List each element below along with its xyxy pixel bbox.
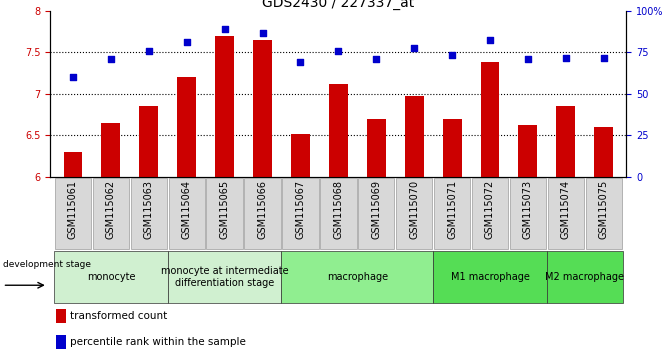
Bar (433, 251, 547, 303)
Bar (131, 178, 167, 249)
Text: GSM115071: GSM115071 (447, 180, 457, 239)
Text: GSM115068: GSM115068 (334, 180, 343, 239)
Text: transformed count: transformed count (70, 311, 168, 321)
Bar (443, 119, 462, 177)
Bar (594, 127, 613, 177)
Text: GSM115061: GSM115061 (68, 180, 78, 239)
Text: GSM115073: GSM115073 (523, 180, 533, 239)
Text: GSM115063: GSM115063 (144, 180, 154, 239)
Bar (480, 62, 499, 177)
Text: GSM115067: GSM115067 (295, 180, 306, 239)
Text: GSM115064: GSM115064 (182, 180, 192, 239)
Point (143, 48, 154, 53)
Bar (586, 178, 622, 249)
Bar (556, 106, 576, 177)
Text: M1 macrophage: M1 macrophage (450, 272, 529, 282)
Point (523, 56, 533, 62)
Point (409, 45, 419, 51)
Text: GSM115072: GSM115072 (485, 180, 495, 239)
Bar (320, 178, 356, 249)
Bar (64, 152, 82, 177)
Bar (253, 40, 272, 177)
Bar (55, 178, 91, 249)
Text: M2 macrophage: M2 macrophage (545, 272, 624, 282)
Text: GSM115065: GSM115065 (220, 180, 230, 239)
Text: GSM115066: GSM115066 (257, 180, 267, 239)
Bar (329, 84, 348, 177)
Bar (434, 178, 470, 249)
Point (447, 52, 458, 58)
Point (219, 26, 230, 32)
Bar (215, 36, 234, 177)
Bar (281, 251, 433, 303)
Point (295, 59, 306, 65)
Bar (472, 178, 508, 249)
Text: GSM115075: GSM115075 (599, 180, 609, 239)
Text: GSM115062: GSM115062 (106, 180, 116, 239)
Text: monocyte at intermediate
differentiation stage: monocyte at intermediate differentiation… (161, 266, 289, 288)
Bar (168, 251, 281, 303)
Bar (56, 309, 66, 323)
Point (371, 56, 382, 62)
Text: monocyte: monocyte (86, 272, 135, 282)
Bar (519, 125, 537, 177)
Text: GSM115074: GSM115074 (561, 180, 571, 239)
Bar (510, 178, 546, 249)
Point (560, 55, 571, 61)
Bar (396, 178, 432, 249)
Bar (169, 178, 205, 249)
Bar (358, 178, 395, 249)
Bar (547, 178, 584, 249)
Text: GSM115069: GSM115069 (371, 180, 381, 239)
Bar (366, 119, 386, 177)
Bar (405, 96, 423, 177)
Point (257, 30, 268, 36)
Text: GSM115070: GSM115070 (409, 180, 419, 239)
Bar (101, 123, 121, 177)
Bar (92, 178, 129, 249)
Point (598, 55, 609, 61)
Bar (206, 178, 243, 249)
Bar (56, 335, 66, 349)
Text: macrophage: macrophage (327, 272, 388, 282)
Bar (178, 77, 196, 177)
Point (333, 48, 344, 53)
Bar (282, 178, 319, 249)
Bar (245, 178, 281, 249)
Bar (54, 251, 168, 303)
Point (68, 74, 78, 80)
Bar (547, 251, 622, 303)
Text: percentile rank within the sample: percentile rank within the sample (70, 337, 247, 347)
Text: development stage: development stage (3, 261, 90, 269)
Point (106, 56, 117, 62)
Title: GDS2430 / 227337_at: GDS2430 / 227337_at (262, 0, 415, 10)
Bar (291, 134, 310, 177)
Point (484, 37, 495, 42)
Bar (139, 106, 158, 177)
Point (182, 39, 192, 45)
